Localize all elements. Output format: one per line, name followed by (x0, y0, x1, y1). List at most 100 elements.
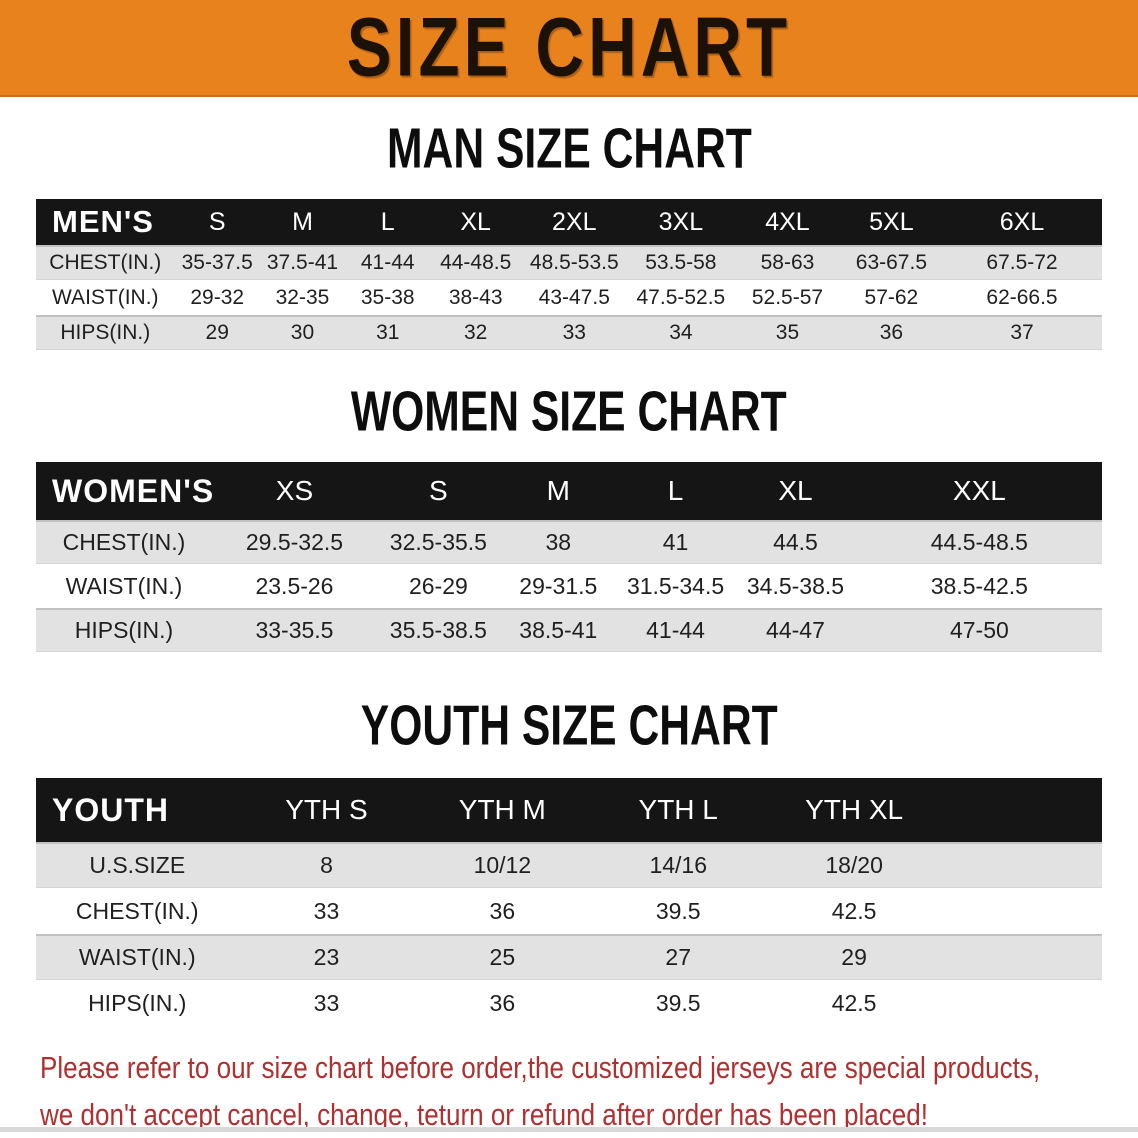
table-group-label: YOUTH (52, 791, 169, 828)
size-chart-banner: SIZE CHART (0, 0, 1138, 97)
youth-size-table: YOUTH YTH S YTH M YTH L YTH XL U.S.SIZE 8 10/1… (36, 778, 1102, 1026)
measurement-row: WAIST(IN.) 29-32 32-35 35-38 38-43 43-47.5 47.… (36, 280, 1102, 315)
womens-section: WOMEN SIZE CHART WOMEN'S XS S M L XL XXL CHEST… (0, 380, 1138, 652)
row-label: CHEST(IN.) (49, 250, 162, 274)
spacer-cell (942, 888, 1102, 934)
size-value-cell: 38.5-42.5 (930, 572, 1028, 599)
size-column-header: YTH XL (805, 794, 904, 825)
measurement-row: HIPS(IN.) 33 36 39.5 42.5 (36, 980, 1102, 1026)
size-value-cell: 47-50 (949, 616, 1009, 643)
measurement-row: WAIST(IN.) 23.5-26 26-29 29-31.5 31.5-34.5 34… (36, 564, 1102, 608)
size-value-cell: 42.5 (831, 897, 877, 924)
size-value-cell: 10/12 (473, 851, 532, 878)
row-label: CHEST(IN.) (75, 897, 199, 924)
size-value-cell: 42.5 (831, 989, 877, 1016)
womens-section-heading-text: WOMEN SIZE CHART (351, 380, 787, 444)
size-value-cell: 27 (665, 943, 692, 970)
size-value-cell: 63-67.5 (855, 250, 928, 274)
size-column-header: YTH L (638, 794, 718, 825)
size-value-cell: 44-48.5 (440, 250, 512, 274)
measurement-row: CHEST(IN.) 33 36 39.5 42.5 (36, 888, 1102, 934)
size-value-cell: 33 (313, 989, 340, 1016)
size-value-cell: 44.5-48.5 (930, 528, 1028, 555)
size-value-cell: 33 (562, 320, 586, 344)
size-value-cell: 31 (376, 320, 400, 344)
size-value-cell: 44-47 (766, 616, 825, 643)
size-value-cell: 35 (775, 320, 800, 344)
size-column-header: M (546, 475, 570, 506)
size-value-cell: 57-62 (864, 285, 919, 309)
size-value-cell: 38 (545, 528, 572, 555)
size-value-cell: 18/20 (825, 851, 883, 878)
spacer-cell (942, 980, 1102, 1026)
size-column-header: L (667, 475, 684, 506)
size-value-cell: 36 (489, 897, 516, 924)
size-value-cell: 29 (205, 320, 229, 344)
size-value-cell: 33 (313, 897, 340, 924)
size-column-header: XL (460, 207, 491, 236)
size-value-cell: 41-44 (646, 616, 705, 643)
row-label: HIPS(IN.) (74, 616, 174, 643)
size-column-header: 3XL (658, 207, 704, 236)
size-column-header: 2XL (552, 207, 597, 236)
size-column-header: 5XL (869, 207, 914, 236)
size-value-cell: 62-66.5 (986, 285, 1058, 309)
size-value-cell: 44.5 (773, 528, 818, 555)
size-chart-title: SIZE CHART (346, 0, 792, 94)
size-column-header: 6XL (999, 207, 1045, 236)
size-value-cell: 67.5-72 (986, 250, 1058, 274)
size-value-cell: 53.5-58 (645, 250, 717, 274)
size-value-cell: 41 (662, 528, 689, 555)
youth-header-row: YOUTH YTH S YTH M YTH L YTH XL (36, 778, 1102, 842)
size-column-header: L (380, 207, 395, 236)
mens-section-heading: MAN SIZE CHART (0, 117, 1138, 181)
size-value-cell: 41-44 (360, 250, 415, 274)
measurement-row: HIPS(IN.) 29 30 31 32 33 34 35 36 37 (36, 315, 1102, 350)
row-label: HIPS(IN.) (88, 989, 187, 1016)
womens-section-heading: WOMEN SIZE CHART (0, 380, 1138, 444)
table-group-label: MEN'S (52, 204, 154, 239)
size-value-cell: 35.5-38.5 (389, 616, 487, 643)
size-value-cell: 35-37.5 (181, 250, 253, 274)
size-column-header: S (429, 475, 448, 506)
disclaimer-note: Please refer to our size chart before or… (40, 1044, 1138, 1138)
row-label: HIPS(IN.) (60, 320, 151, 344)
size-value-cell: 25 (489, 943, 516, 970)
youth-section-heading-text: YOUTH SIZE CHART (360, 694, 778, 758)
size-column-header: YTH M (458, 794, 546, 825)
size-value-cell: 29-31.5 (519, 572, 598, 599)
size-value-cell: 26-29 (408, 572, 468, 599)
size-column-header: XXL (952, 475, 1006, 506)
womens-table-wrap: WOMEN'S XS S M L XL XXL CHEST(IN.) 29.5-32.5 32.… (36, 462, 1102, 652)
disclaimer-line-1: Please refer to our size chart before or… (40, 1050, 1041, 1085)
size-value-cell: 47.5-52.5 (636, 285, 726, 309)
size-value-cell: 35-38 (360, 285, 415, 309)
measurement-row: HIPS(IN.) 33-35.5 35.5-38.5 38.5-41 41-44 44-… (36, 608, 1102, 652)
size-value-cell: 37.5-41 (266, 250, 339, 274)
size-value-cell: 32-35 (275, 285, 330, 309)
size-value-cell: 43-47.5 (538, 285, 610, 309)
mens-table-wrap: MEN'S S M L XL 2XL 3XL 4XL 5XL 6XL CHEST(IN.) 35-3… (36, 199, 1102, 350)
size-value-cell: 39.5 (655, 897, 701, 924)
size-value-cell: 33-35.5 (255, 616, 334, 643)
womens-header-row: WOMEN'S XS S M L XL XXL (36, 462, 1102, 520)
size-value-cell: 38.5-41 (519, 616, 598, 643)
row-label: WAIST(IN.) (52, 285, 159, 309)
measurement-row: U.S.SIZE 8 10/12 14/16 18/20 (36, 842, 1102, 888)
size-value-cell: 34.5-38.5 (746, 572, 845, 599)
size-value-cell: 32 (464, 320, 488, 344)
measurement-row: CHEST(IN.) 29.5-32.5 32.5-35.5 38 41 44.5 44.5… (36, 520, 1102, 564)
size-value-cell: 8 (320, 851, 333, 878)
mens-section: MAN SIZE CHART MEN'S S M L XL 2XL 3XL 4XL 5XL 6XL… (0, 117, 1138, 350)
size-value-cell: 29.5-32.5 (245, 528, 344, 555)
youth-section: YOUTH SIZE CHART YOUTH YTH S YTH M YTH L YTH… (0, 694, 1138, 1026)
size-column-header: S (208, 207, 226, 236)
row-label: WAIST(IN.) (65, 572, 183, 599)
mens-section-heading-text: MAN SIZE CHART (386, 117, 752, 181)
mens-header-row: MEN'S S M L XL 2XL 3XL 4XL 5XL 6XL (36, 199, 1102, 245)
size-value-cell: 14/16 (649, 851, 707, 878)
size-column-header: 4XL (765, 207, 810, 236)
size-value-cell: 52.5-57 (751, 285, 824, 309)
bottom-edge-line (0, 1127, 1138, 1132)
size-value-cell: 23 (313, 943, 340, 970)
